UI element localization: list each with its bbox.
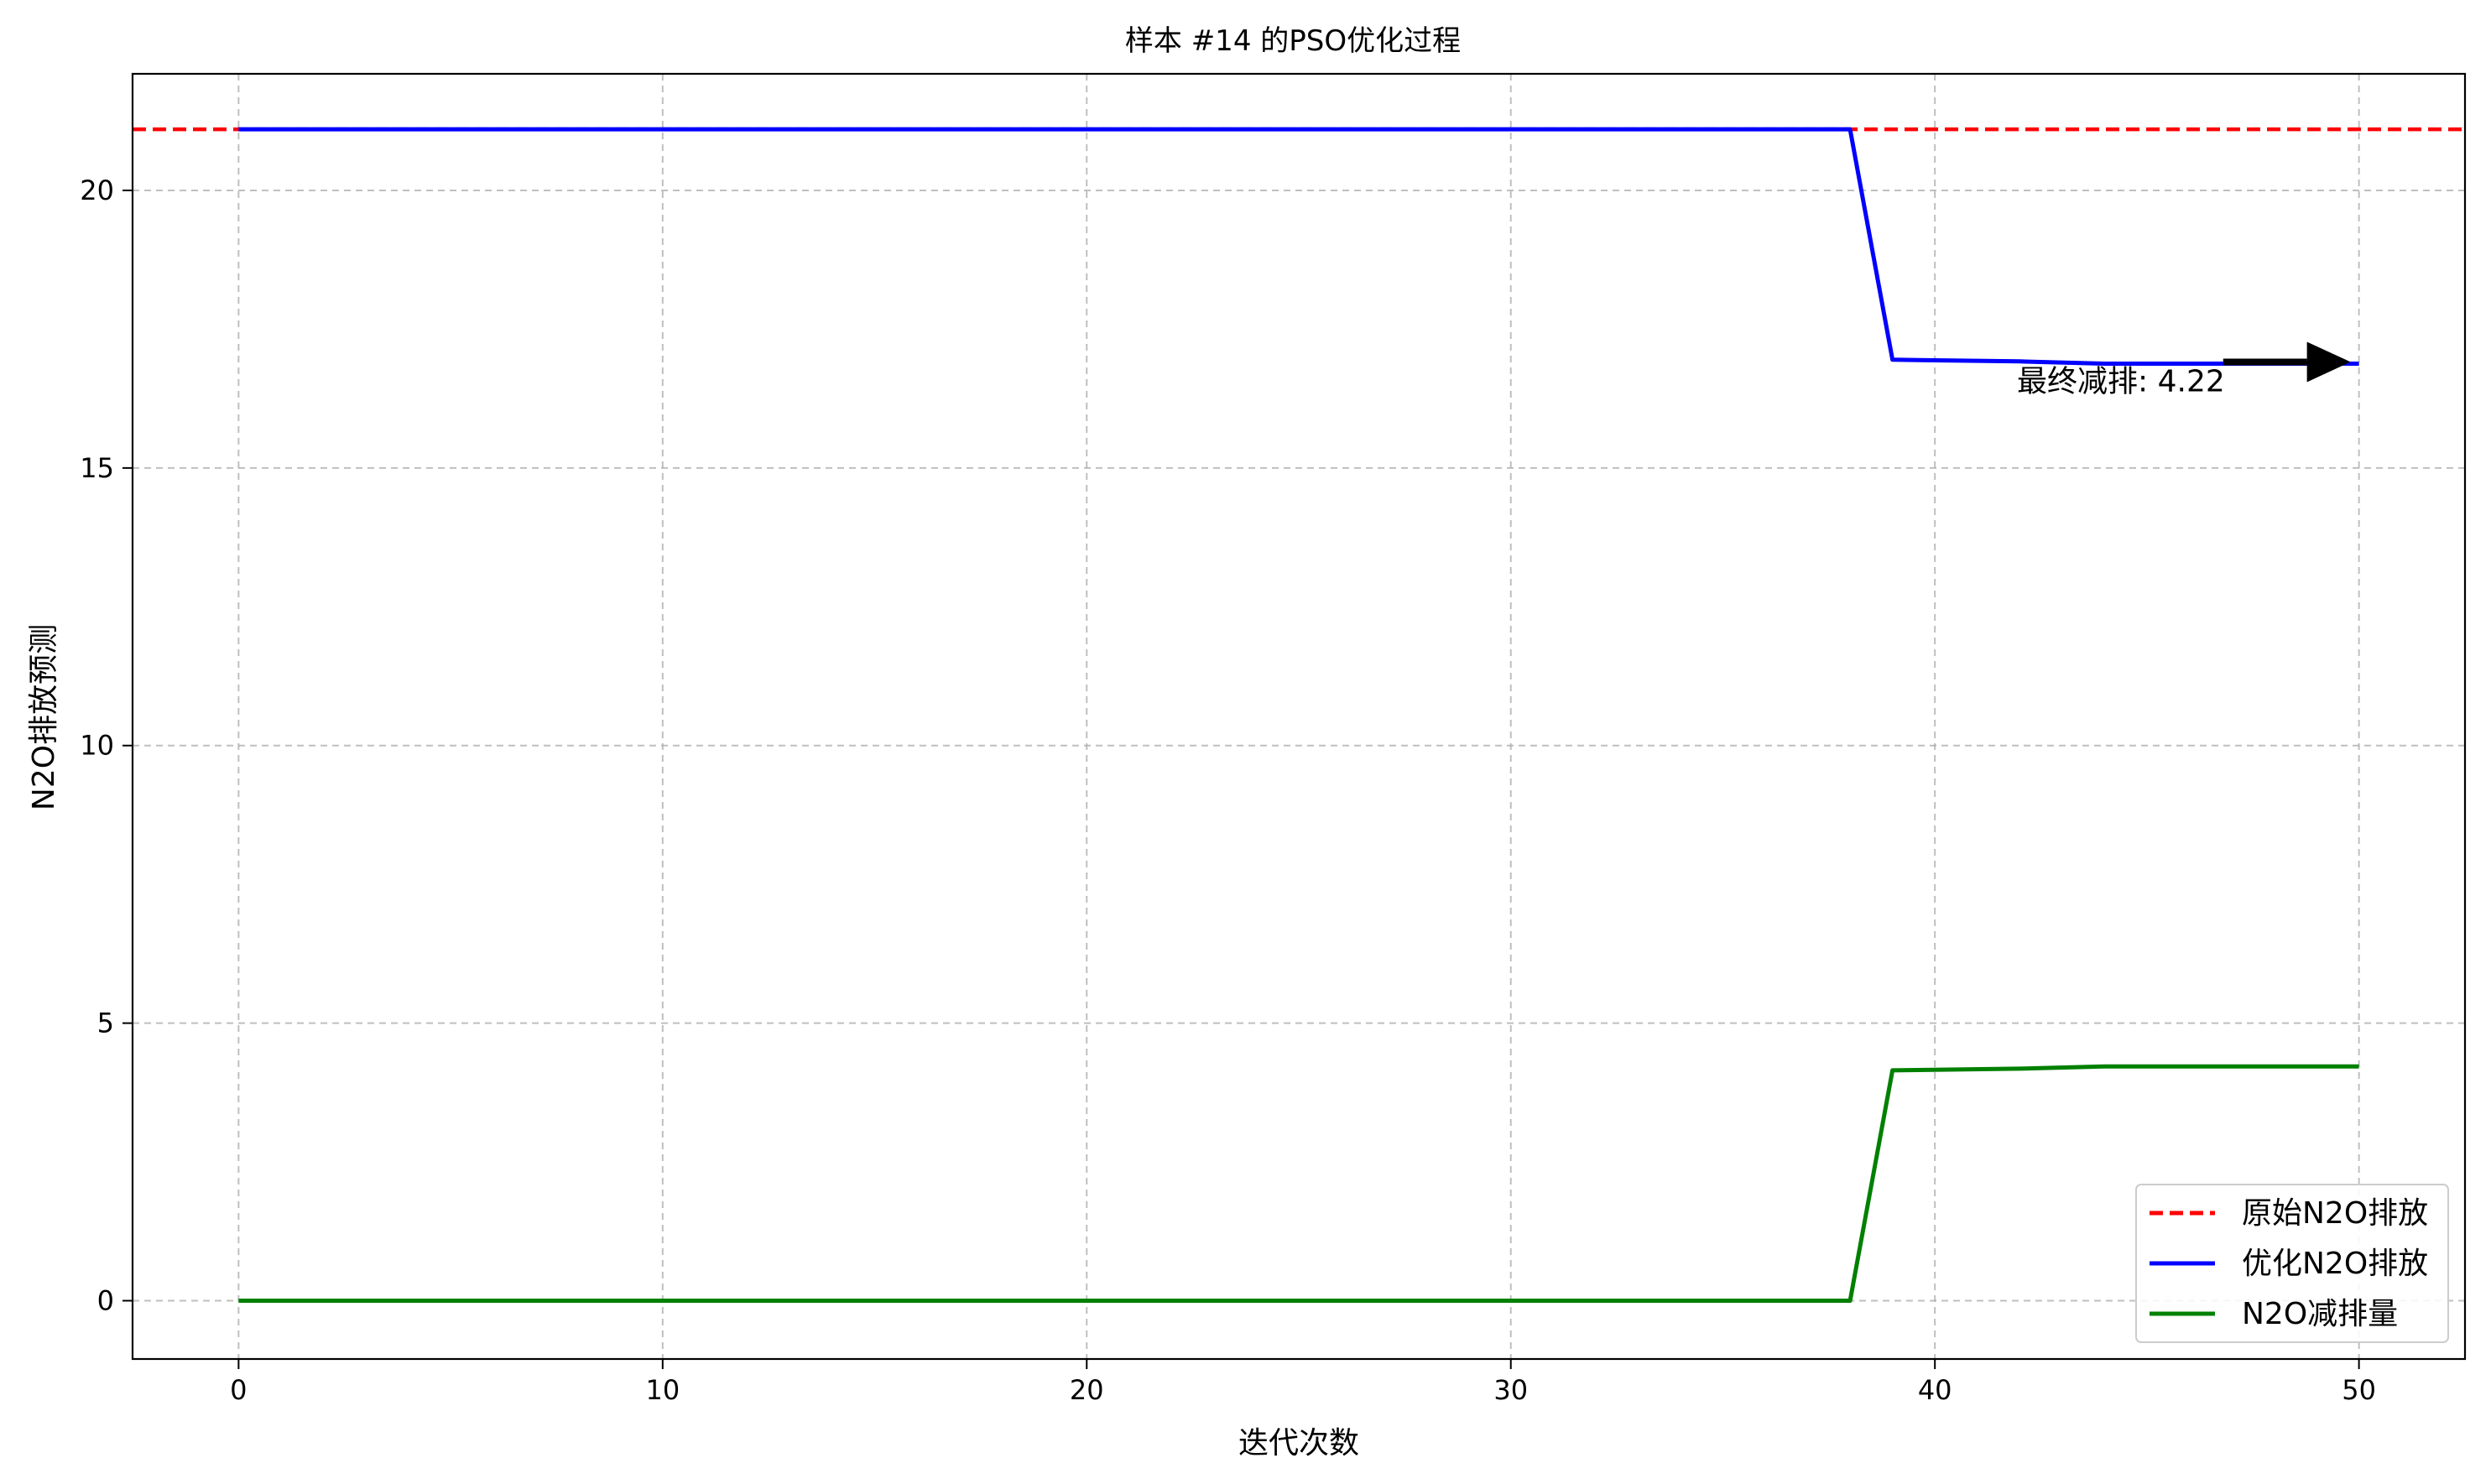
legend-label: N2O减排量	[2242, 1297, 2398, 1331]
x-tick-label: 10	[645, 1374, 680, 1406]
series-line-reduction	[238, 1064, 2359, 1304]
annotation-arrowhead	[2306, 341, 2351, 383]
x-tick-label: 0	[230, 1374, 247, 1406]
chart-title: 样本 #14 的PSO优化过程	[1125, 24, 1461, 58]
x-tick-label: 40	[1918, 1374, 1952, 1406]
x-axis-label: 迭代次数	[1238, 1426, 1359, 1461]
y-tick-label: 10	[80, 730, 114, 762]
y-tick-label: 0	[97, 1285, 114, 1317]
plot-frame	[131, 72, 2467, 1361]
series-line-optimized	[238, 127, 2359, 366]
annotation-label: 最终减排: 4.22	[2017, 365, 2225, 399]
x-tick-label: 20	[1070, 1374, 1104, 1406]
y-tick-label: 15	[80, 452, 114, 484]
y-axis-label: N2O排放预测	[27, 624, 61, 810]
plot-area	[133, 127, 2465, 1304]
axis-ticks: 0 10 20 30 40 50 0 5 10 15 20	[80, 174, 2376, 1406]
annotation: 最终减排: 4.22	[2017, 341, 2351, 399]
y-tick-label: 20	[80, 174, 114, 206]
x-tick-label: 50	[2342, 1374, 2376, 1406]
legend-box	[2135, 1184, 2449, 1343]
x-tick-label: 30	[1493, 1374, 1528, 1406]
legend-label: 原始N2O排放	[2242, 1196, 2428, 1231]
legend-label: 优化N2O排放	[2242, 1247, 2428, 1281]
y-tick-label: 5	[97, 1008, 114, 1039]
